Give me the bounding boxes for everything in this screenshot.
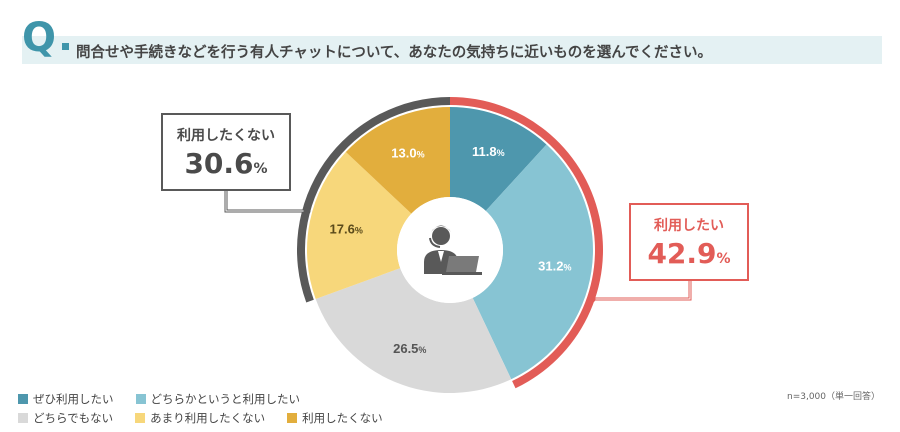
legend-item: 利用したくない (287, 410, 383, 426)
question-mark-dot (62, 43, 69, 50)
donut-slice (315, 268, 512, 393)
callout-want-total: 利用したい 42.9% (629, 203, 749, 281)
legend-item: ぜひ利用したい (18, 391, 114, 407)
callout-want-unit: % (716, 251, 731, 267)
legend-item: どちらでもない (18, 410, 113, 426)
donut-slice (345, 107, 450, 214)
slice-value-label: 17.6% (330, 222, 363, 237)
callout-connector (224, 190, 307, 213)
callout-connector (592, 280, 692, 301)
donut-slice (307, 152, 412, 300)
callout-connector-dot (588, 295, 596, 303)
question-text: 問合せや手続きなどを行う有人チャットについて、あなたの気持ちに近いものを選んでく… (76, 45, 712, 61)
slice-value-label: 13.0% (391, 146, 424, 161)
callout-not-want-total: 利用したくない 30.6% (161, 113, 291, 191)
legend-item: あまり利用したくない (135, 410, 265, 426)
slice-value-label: 26.5% (393, 341, 426, 356)
callout-connector-dot (303, 207, 311, 215)
question-band (22, 36, 882, 64)
callout-want-label: 利用したい (654, 218, 724, 234)
callout-want-value: 42.9 (647, 237, 717, 270)
callout-connector-highlight (592, 280, 691, 300)
donut-slice (450, 107, 547, 211)
center-circle (397, 197, 503, 303)
legend-label: あまり利用したくない (150, 410, 266, 425)
callout-not-want-unit: % (253, 161, 268, 177)
donut-slice (472, 144, 593, 380)
slice-value-label: 31.2% (538, 259, 571, 274)
legend-label: 利用したくない (302, 410, 383, 425)
legend-swatch (18, 393, 28, 404)
legend: ぜひ利用したい どちらかというと利用したい どちらでもない あまり利用したくない… (18, 389, 405, 427)
legend-swatch (135, 393, 146, 404)
legend-label: どちらかというと利用したい (150, 391, 301, 406)
sample-size-note: n=3,000（単一回答） (786, 392, 880, 402)
operator-person-icon (424, 225, 482, 275)
callout-not-want-value: 30.6 (184, 147, 254, 180)
legend-item: どちらかというと利用したい (135, 391, 301, 407)
slice-value-label: 11.8% (472, 144, 505, 159)
callout-not-want-label: 利用したくない (177, 128, 275, 144)
legend-label: ぜひ利用したい (33, 391, 114, 406)
question-mark-q: Q (22, 15, 56, 61)
legend-row-2: どちらでもない あまり利用したくない 利用したくない (18, 408, 405, 427)
legend-swatch (135, 412, 146, 423)
legend-swatch (18, 412, 28, 423)
legend-label: どちらでもない (33, 410, 114, 425)
legend-swatch (287, 412, 298, 423)
callout-connector-highlight (225, 190, 307, 212)
legend-row-1: ぜひ利用したい どちらかというと利用したい (18, 389, 405, 408)
